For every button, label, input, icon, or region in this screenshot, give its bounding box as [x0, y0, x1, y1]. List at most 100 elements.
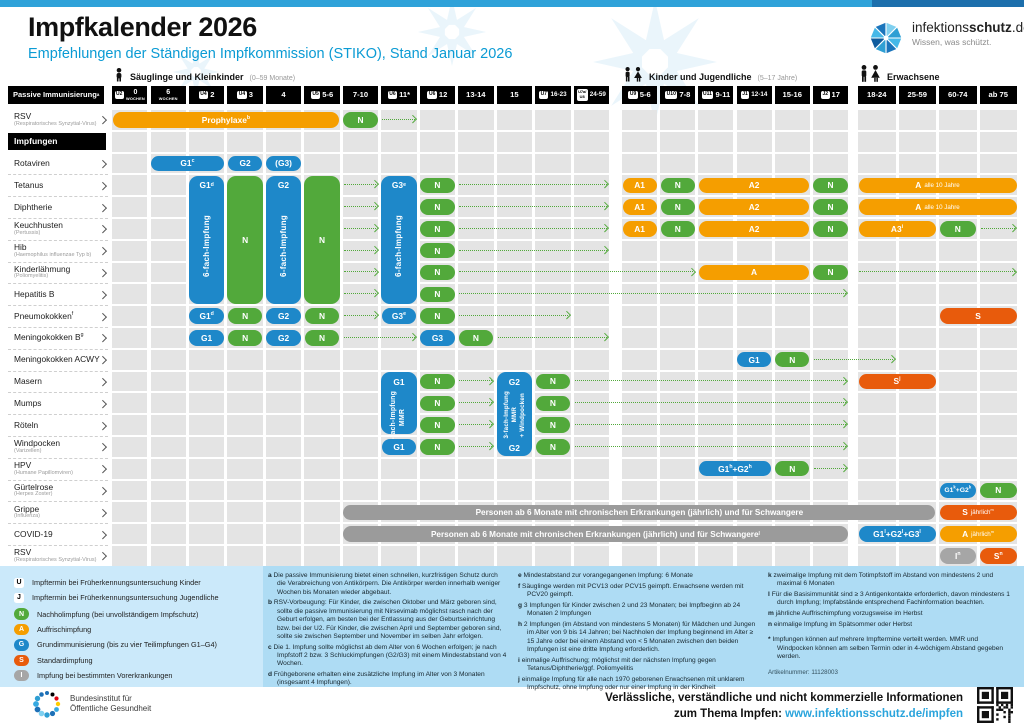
row-divider	[8, 392, 108, 394]
institute-logo-block: Bundesinstitut für Öffentliche Gesundheit	[32, 689, 151, 719]
grid-cell	[939, 284, 977, 305]
pill-small-label: jährlichm	[971, 529, 994, 538]
footnote-text: Für die Basisimmunität sind ≥ 3 Antigenk…	[771, 591, 1010, 607]
vaccine-pill: G3e	[381, 308, 417, 324]
grid-cell	[774, 153, 810, 174]
grid-cell	[458, 153, 494, 174]
row-label: Hib (Haemophilus influenzae Typ b)	[14, 241, 98, 261]
grid-cell	[227, 458, 263, 479]
footnote-letter: *	[768, 636, 771, 644]
row-divider	[8, 479, 108, 481]
grid-cell	[342, 240, 379, 261]
grid-cell	[774, 437, 810, 457]
vaccine-pill: G1	[189, 330, 224, 346]
grid-cell	[979, 371, 1017, 392]
pill-label: A3i	[890, 223, 904, 234]
grid-cell	[774, 328, 810, 348]
grid-cell	[660, 284, 696, 305]
column-label: 0 WOCHEN	[126, 89, 145, 101]
pill-label: N	[827, 267, 834, 278]
row-label-text: Rotaviren	[14, 158, 50, 169]
children-icon	[625, 67, 642, 82]
grid-cell	[573, 262, 609, 283]
grid-cell	[381, 153, 417, 174]
catchup-arrow	[343, 223, 379, 232]
chevron-right-icon	[98, 181, 107, 190]
grid-cell	[898, 415, 936, 435]
section-label-impfungen: Impfungen	[8, 132, 106, 151]
block-label: N	[242, 234, 249, 245]
row-label-text: Mumps	[14, 397, 42, 408]
grid-cell	[573, 131, 609, 152]
column-label: 6 WOCHEN	[159, 89, 178, 101]
vaccine-pill: N	[304, 330, 340, 346]
grid-cell	[150, 458, 186, 479]
grid-cell	[496, 546, 533, 566]
grid-cell	[342, 415, 379, 435]
grid-cell	[660, 437, 696, 457]
column-label: 7-8	[679, 89, 691, 99]
grid-cell	[188, 349, 225, 370]
grid-cell	[812, 153, 849, 174]
grid-cell	[150, 328, 186, 348]
exam-badge: U4	[237, 90, 247, 99]
row-sublabel: (Humane Papillomviren)	[14, 469, 73, 476]
grid-cell	[342, 306, 379, 326]
row-label: Mumps	[14, 393, 98, 413]
catchup-arrow	[980, 223, 1018, 232]
pill-label: N	[472, 332, 479, 343]
grid-cell	[419, 546, 456, 566]
catchup-arrow	[459, 201, 610, 210]
grid-cell	[736, 328, 772, 348]
footnote-letter: m	[768, 610, 774, 618]
grid-cell	[381, 131, 417, 152]
vaccine-pill: N	[304, 308, 340, 324]
grid-cell	[979, 415, 1017, 435]
grid-cell	[150, 284, 186, 305]
grid-cell	[812, 131, 849, 152]
footnote-text: Frühgeborene erhalten eine zusätzliche I…	[273, 671, 485, 687]
catchup-arrow	[343, 267, 379, 276]
grid-cell	[381, 458, 417, 479]
vaccine-pill: N	[420, 242, 455, 259]
vaccine-pill: A2	[698, 221, 810, 237]
grid-cell	[381, 546, 417, 566]
column-header: U6 11*	[381, 85, 417, 104]
exam-badge: U5	[310, 90, 321, 99]
grid-cell	[774, 131, 810, 152]
grid-cell	[812, 349, 849, 370]
superscript: f	[71, 310, 74, 317]
grid-cell	[812, 437, 849, 457]
grid-cell	[622, 110, 658, 130]
catchup-arrow	[343, 289, 379, 298]
grid-cell	[898, 284, 936, 305]
row-label-text: RSV	[14, 547, 32, 558]
pill-label: A2	[748, 202, 760, 213]
superscript: j	[899, 376, 901, 383]
grid-cell	[898, 437, 936, 457]
grid-cell	[342, 197, 379, 217]
exam-badge: U6	[427, 90, 437, 99]
footnote-letter: n	[768, 620, 773, 628]
footnote-item: m jährliche Auffrischimpfung vorzugsweis…	[768, 610, 1016, 618]
grid-cell	[622, 328, 658, 348]
infektionsschutz-link[interactable]: www.infektionsschutz.de/impfen	[785, 707, 963, 720]
grid-cell	[419, 349, 456, 370]
pill-label: G1	[201, 332, 213, 343]
grid-cell	[342, 175, 379, 196]
legend-text: Impfung bei bestimmten Vorerkrankungen	[37, 671, 173, 681]
grid-cell	[979, 458, 1017, 479]
chevron-right-icon	[98, 225, 107, 233]
legend-badge: G	[14, 639, 29, 651]
grid-cell	[496, 219, 533, 239]
block-vertical-text: 3-fach-Impfung MMR + Windpocken	[503, 391, 526, 438]
vaccine-pill: A1	[622, 221, 657, 237]
pill-small-label: alle 10 Jahre	[924, 181, 960, 189]
catchup-arrow	[343, 245, 379, 254]
grid-cell	[458, 393, 494, 414]
chevron-right-icon	[98, 464, 107, 473]
grid-cell	[535, 284, 571, 305]
grid-cell	[698, 393, 734, 414]
grid-cell	[496, 458, 533, 479]
page-subtitle: Empfehlungen der Ständigen Impfkommissio…	[28, 46, 513, 62]
